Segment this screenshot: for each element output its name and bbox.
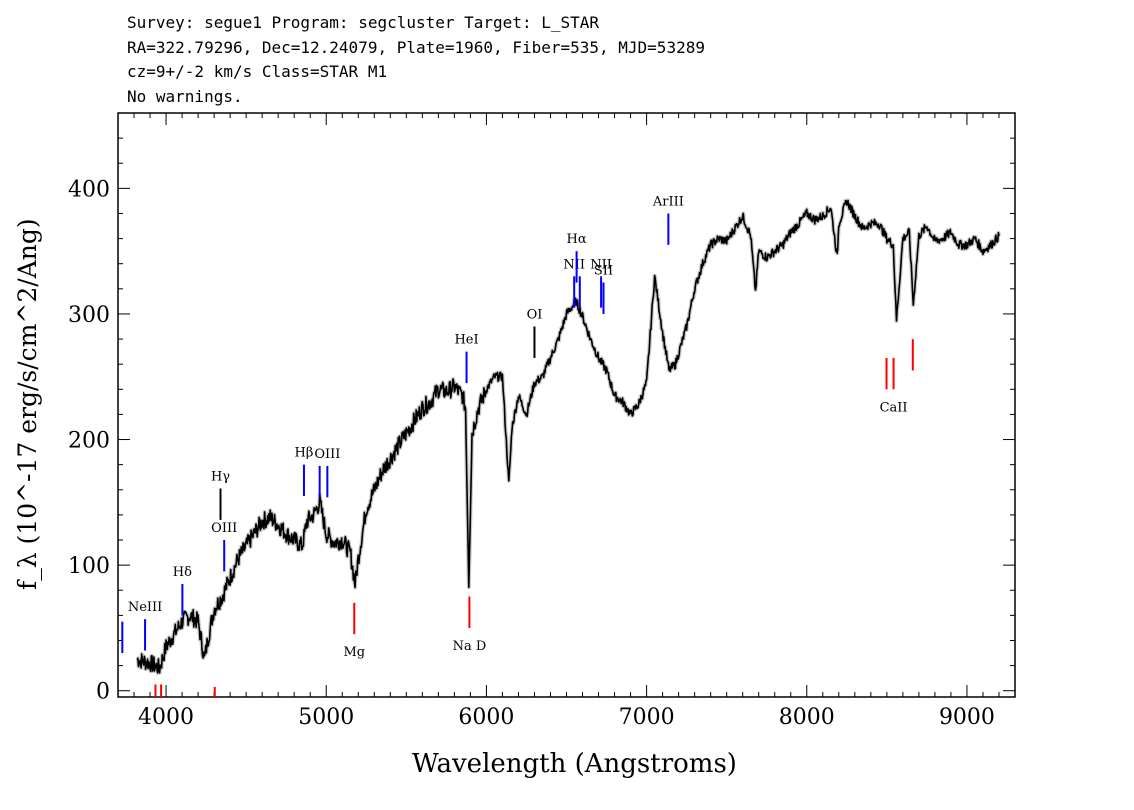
line-marker-label: NII: [563, 257, 585, 272]
line-marker-label: Hδ: [173, 565, 192, 580]
x-tick-label: 6000: [458, 705, 514, 730]
line-marker-label: HeI: [454, 333, 478, 348]
spectrum-line: [136, 199, 1000, 674]
line-marker-label: Hβ: [295, 446, 314, 461]
x-tick-label: 9000: [939, 705, 995, 730]
x-axis-label: Wavelength (Angstroms): [412, 749, 737, 779]
line-marker-label: OIII: [211, 521, 237, 536]
line-marker-label: ArIII: [652, 194, 684, 209]
header-survey-line: Survey: segue1 Program: segcluster Targe…: [127, 13, 600, 32]
y-axis-label-text: f_λ (10^-17 erg/s/cm^2/Ang): [13, 218, 42, 590]
header-coordinates-line: RA=322.79296, Dec=12.24079, Plate=1960, …: [127, 38, 705, 57]
x-tick-label: 8000: [779, 705, 835, 730]
line-marker-label: OIII: [314, 447, 340, 462]
y-tick-label: 400: [68, 177, 110, 202]
line-marker-label: OI: [527, 308, 543, 323]
line-marker-label: Hα: [567, 232, 587, 247]
line-marker-label: SII: [594, 264, 613, 279]
y-axis-label: f_λ (10^-17 erg/s/cm^2/Ang): [13, 218, 42, 590]
header-redshift-class-line: cz=9+/-2 km/s Class=STAR M1: [127, 62, 388, 81]
header-warnings-line: No warnings.: [127, 87, 243, 106]
line-marker-label: NII: [590, 257, 612, 272]
y-tick-label: 200: [68, 429, 110, 454]
x-tick-label: 5000: [298, 705, 354, 730]
line-marker-label: NeIII: [128, 600, 162, 615]
x-tick-label: 4000: [138, 705, 194, 730]
line-marker-label: Na D: [453, 639, 487, 654]
y-tick-label: 100: [68, 554, 110, 579]
line-marker-label: Hγ: [211, 470, 230, 485]
line-marker-label: CaII: [880, 400, 908, 415]
y-tick-label: 0: [96, 680, 110, 705]
y-tick-label: 300: [68, 303, 110, 328]
line-marker-label: Mg: [343, 645, 365, 660]
x-tick-label: 7000: [619, 705, 675, 730]
